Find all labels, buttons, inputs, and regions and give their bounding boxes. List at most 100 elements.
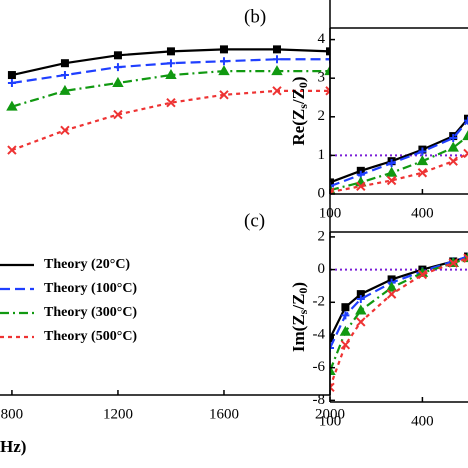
legend-label: Theory (100°C) xyxy=(44,281,137,296)
y-tick-label: 2 xyxy=(318,108,326,124)
marker xyxy=(113,63,122,72)
y-tick-label: -6 xyxy=(313,359,326,375)
series-line xyxy=(11,89,330,152)
legend-label: Theory (20°C) xyxy=(44,257,130,272)
marker xyxy=(324,65,330,76)
label-part: Re(Z xyxy=(289,109,308,146)
x-tick-label: 100 xyxy=(319,413,342,429)
marker xyxy=(330,178,334,187)
label-part: 0 xyxy=(296,82,310,88)
marker xyxy=(330,187,335,194)
series-line xyxy=(330,119,468,188)
marker xyxy=(340,340,351,350)
marker xyxy=(463,148,468,159)
marker xyxy=(339,325,352,336)
marker xyxy=(219,90,229,100)
label-part: ) xyxy=(289,76,308,82)
label-part: /Z xyxy=(289,88,308,105)
marker xyxy=(272,55,281,64)
label-part: s xyxy=(296,309,310,314)
plot-area xyxy=(330,252,468,392)
marker xyxy=(416,155,429,166)
marker xyxy=(463,253,468,263)
marker xyxy=(272,86,282,96)
marker xyxy=(330,182,334,191)
marker xyxy=(166,97,176,108)
marker xyxy=(219,57,228,66)
marker xyxy=(385,166,398,177)
label-part: s xyxy=(296,104,310,109)
plot-area xyxy=(6,45,330,155)
marker xyxy=(417,168,428,178)
y-tick-label: 0 xyxy=(318,185,326,201)
marker xyxy=(386,289,397,299)
marker xyxy=(60,59,69,68)
marker xyxy=(7,71,16,80)
marker xyxy=(386,175,397,186)
marker xyxy=(464,116,468,125)
x-tick-label: 2000 xyxy=(315,406,345,422)
x-tick-label: 400 xyxy=(411,413,434,429)
marker xyxy=(112,76,124,87)
marker xyxy=(464,114,468,123)
x-tick-label: 800 xyxy=(1,406,24,422)
legend-label: Theory (300°C) xyxy=(44,305,137,320)
marker xyxy=(355,304,367,315)
y-tick-label: 2 xyxy=(318,228,326,244)
marker xyxy=(330,334,334,343)
marker xyxy=(165,69,177,80)
marker xyxy=(60,71,69,80)
marker xyxy=(449,134,458,143)
marker xyxy=(356,181,366,191)
y-axis-label: Re(Zs/Z0) xyxy=(289,76,310,145)
marker xyxy=(341,311,350,320)
marker xyxy=(166,59,175,68)
marker xyxy=(113,109,123,120)
label-part: Im(Z xyxy=(289,314,308,352)
marker xyxy=(271,65,283,76)
marker xyxy=(59,84,71,95)
panel-label: (c) xyxy=(244,210,265,231)
panel-label: (b) xyxy=(244,6,266,27)
marker xyxy=(418,147,427,156)
marker xyxy=(387,159,396,168)
y-tick-label: -8 xyxy=(313,392,326,408)
y-tick-label: 0 xyxy=(318,261,326,277)
marker xyxy=(7,145,17,155)
marker xyxy=(218,65,230,76)
marker xyxy=(326,55,330,64)
marker xyxy=(448,258,458,268)
label-part: /Z xyxy=(289,294,308,311)
marker xyxy=(219,45,228,54)
series-line xyxy=(330,118,468,184)
marker xyxy=(356,317,366,327)
marker xyxy=(448,156,458,166)
x-tick-label: 1200 xyxy=(103,406,133,422)
marker xyxy=(60,125,70,136)
marker xyxy=(7,78,16,87)
marker xyxy=(341,303,350,312)
y-tick-label: 3 xyxy=(318,70,326,86)
marker xyxy=(330,344,334,353)
label-part: 0 xyxy=(296,288,310,294)
marker xyxy=(330,364,336,375)
marker xyxy=(356,295,365,304)
y-tick-label: -4 xyxy=(313,326,326,342)
label-part: ) xyxy=(289,282,308,288)
x-tick-label: 100 xyxy=(319,205,342,221)
marker xyxy=(385,281,398,292)
y-tick-label: 1 xyxy=(318,147,326,163)
plot-area xyxy=(330,114,468,194)
marker xyxy=(417,269,428,280)
y-axis-label: Im(Zs/Z0) xyxy=(289,282,310,352)
series-line xyxy=(330,135,468,192)
x-tick-label: 400 xyxy=(411,205,434,221)
marker xyxy=(462,130,468,141)
marker xyxy=(6,100,18,111)
marker xyxy=(325,86,330,96)
marker xyxy=(447,141,459,152)
y-tick-label: 4 xyxy=(318,31,326,47)
x-axis-label: Hz) xyxy=(0,437,26,456)
legend-label: Theory (500°C) xyxy=(44,329,137,344)
